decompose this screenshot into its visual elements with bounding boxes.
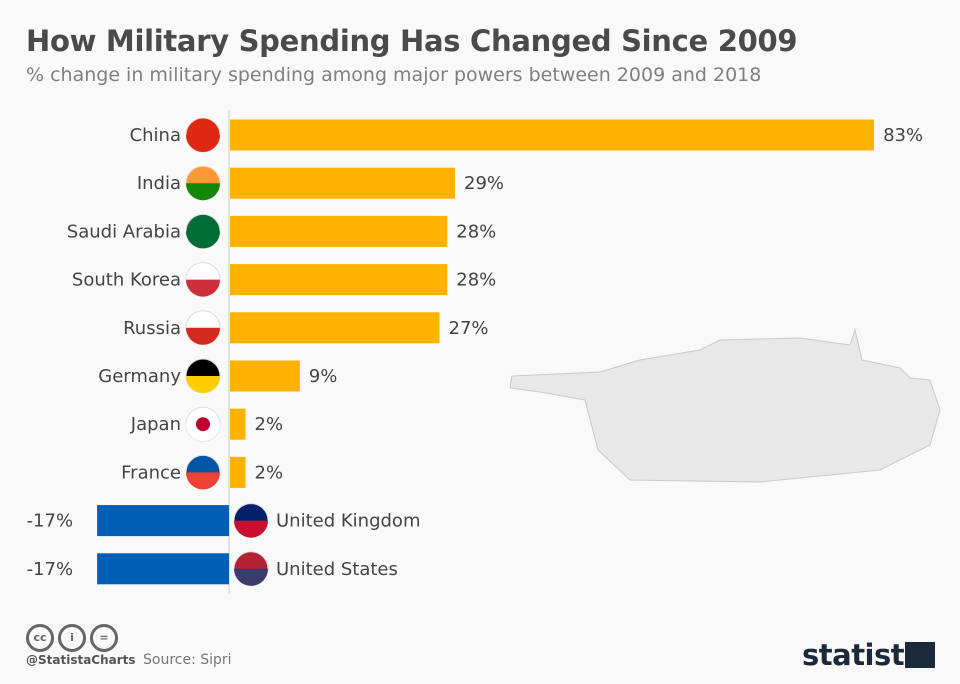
category-label: United States	[276, 559, 398, 580]
bar-germany	[230, 360, 300, 392]
category-label: Saudi Arabia	[67, 221, 181, 242]
bar-united-states	[97, 553, 229, 585]
flag-icon	[233, 551, 269, 587]
flag-icon	[185, 262, 221, 298]
value-label: 27%	[449, 318, 489, 339]
value-label: 28%	[456, 221, 496, 242]
chart-subtitle: % change in military spending among majo…	[26, 64, 762, 86]
footer-handle: @StatistaCharts	[26, 653, 136, 667]
statista-logo-mark	[905, 642, 935, 668]
bar-russia	[230, 312, 440, 344]
flag-icon	[233, 503, 269, 539]
category-label: Japan	[130, 414, 181, 435]
value-label: 2%	[255, 414, 284, 435]
value-label: 28%	[456, 270, 496, 291]
flag-icon	[185, 165, 221, 201]
category-label: United Kingdom	[276, 511, 420, 532]
by-icon: i	[58, 624, 86, 652]
value-label: 83%	[883, 125, 923, 146]
bar-south-korea	[230, 264, 448, 296]
bar-china	[230, 119, 875, 151]
category-label: South Korea	[72, 270, 181, 291]
bar-united-kingdom	[97, 505, 229, 537]
flag-icon	[185, 213, 221, 249]
category-label: France	[121, 462, 181, 483]
flag-icon	[185, 358, 221, 394]
value-label: 2%	[255, 462, 284, 483]
category-label: China	[130, 125, 181, 146]
flag-icon	[185, 406, 221, 442]
flag-icon	[185, 454, 221, 490]
category-label: Germany	[98, 366, 181, 387]
cc-icon: cc	[26, 624, 54, 652]
bar-saudi-arabia	[230, 215, 448, 247]
value-label: -17%	[27, 559, 74, 580]
bar-france	[230, 456, 246, 488]
value-label: -17%	[27, 511, 74, 532]
value-label: 9%	[309, 366, 338, 387]
flag-icon	[185, 117, 221, 153]
statista-logo: statista	[802, 638, 924, 672]
value-label: 29%	[464, 173, 504, 194]
category-label: India	[137, 173, 181, 194]
footer-source: Source: Sipri	[143, 652, 232, 668]
flag-icon	[185, 310, 221, 346]
bar-india	[230, 167, 456, 199]
chart-title: How Military Spending Has Changed Since …	[26, 24, 798, 58]
nd-icon: =	[90, 624, 118, 652]
bar-japan	[230, 408, 246, 440]
tank-illustration	[509, 328, 941, 483]
category-label: Russia	[123, 318, 181, 339]
